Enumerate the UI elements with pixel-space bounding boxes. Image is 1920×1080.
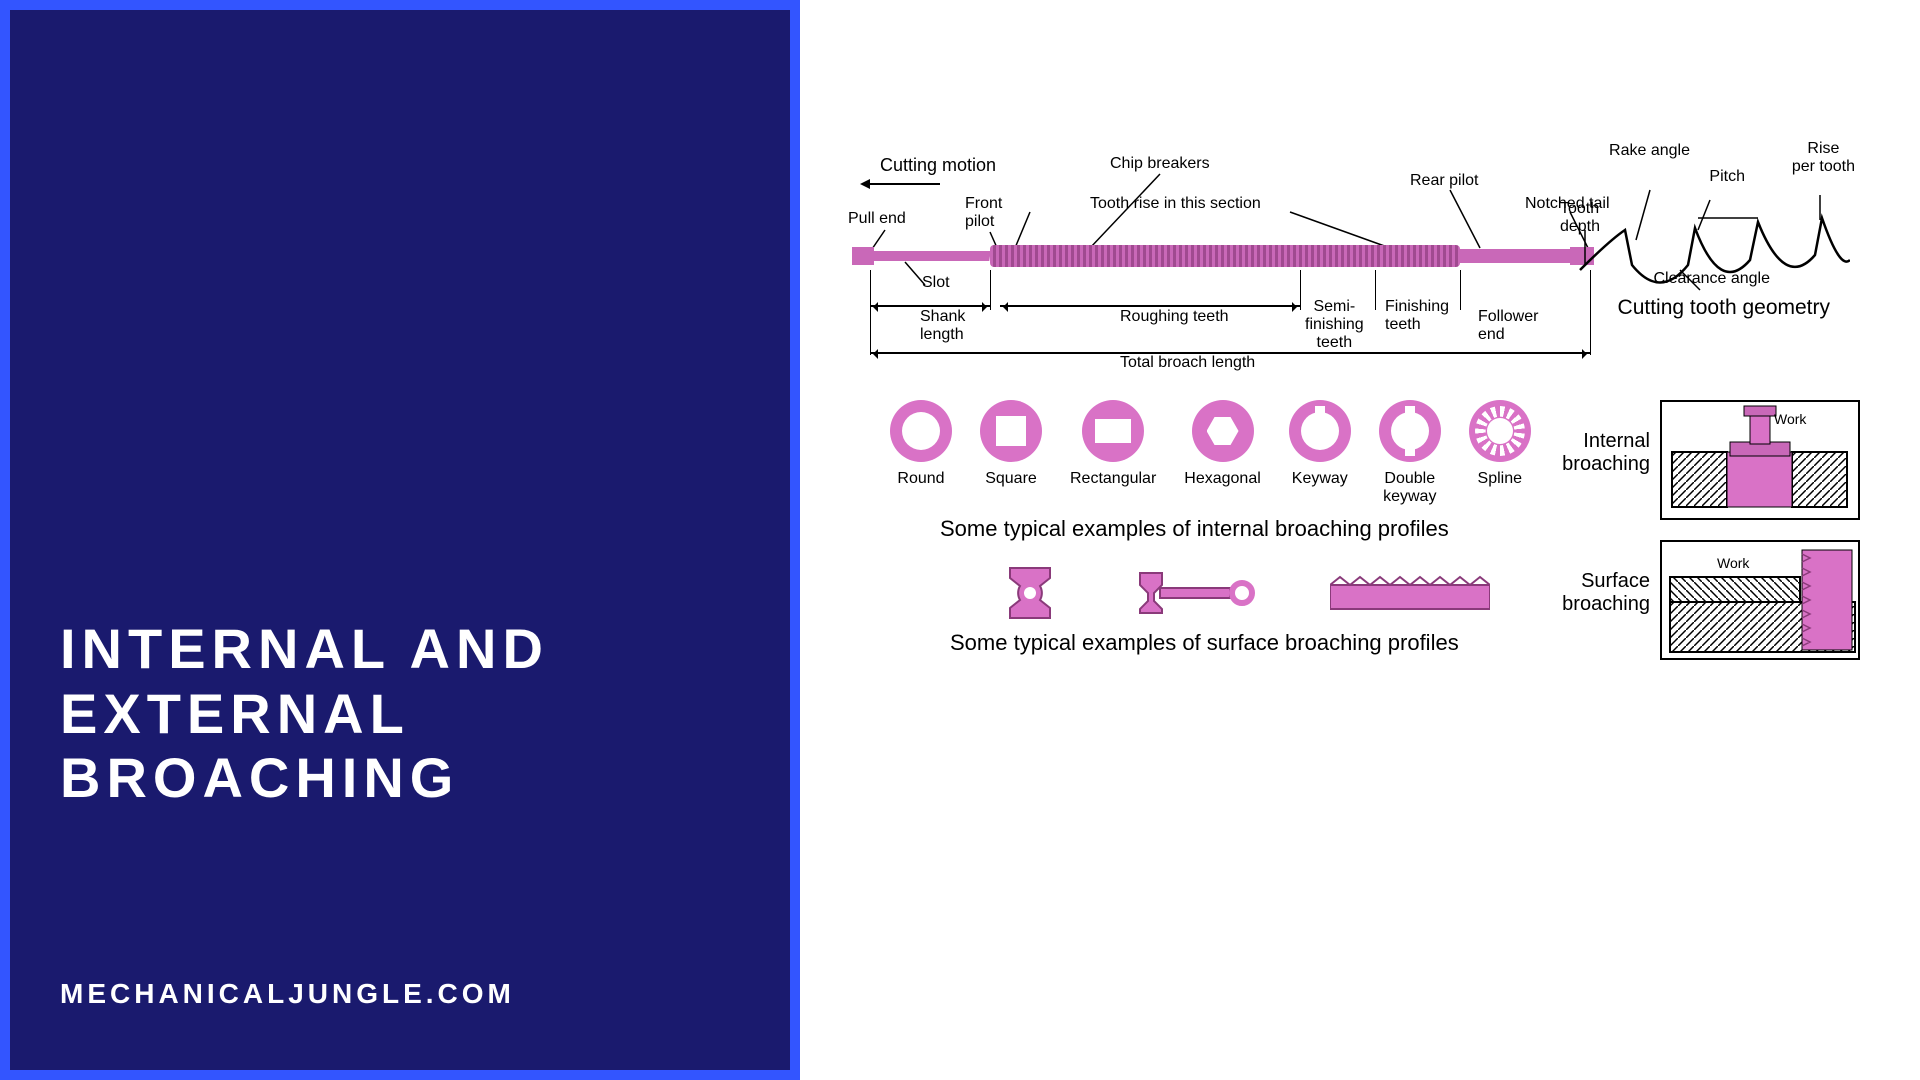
- shank-length-label: Shanklength: [920, 308, 965, 344]
- surface-box-label: Surfacebroaching: [1562, 570, 1650, 616]
- dkeyway-label: Doublekeyway: [1383, 470, 1436, 506]
- work-label-2: Work: [1717, 555, 1750, 571]
- follower-label: Followerend: [1478, 308, 1538, 344]
- clearance-label: Clearance angle: [1653, 270, 1770, 288]
- surface-broach-box: Work: [1660, 540, 1860, 660]
- internal-broach-box: Work: [1660, 400, 1860, 520]
- surface-box-svg: Work: [1662, 542, 1858, 658]
- page-container: INTERNAL AND EXTERNAL BROACHING MECHANIC…: [0, 0, 1920, 1080]
- title-line-2: EXTERNAL BROACHING: [60, 682, 459, 809]
- profile-keyway: Keyway: [1289, 400, 1351, 506]
- profile-hexagonal: Hexagonal: [1184, 400, 1261, 506]
- tooth-caption: Cutting tooth geometry: [1618, 296, 1830, 320]
- surf-shape-2: [1130, 568, 1260, 618]
- shank-shape: [869, 251, 990, 261]
- slot-label: Slot: [922, 274, 950, 292]
- left-panel: INTERNAL AND EXTERNAL BROACHING MECHANIC…: [0, 0, 800, 1080]
- rise-label: Riseper tooth: [1792, 140, 1855, 176]
- tick4: [1375, 270, 1376, 310]
- internal-box-label: Internalbroaching: [1562, 430, 1650, 476]
- rect-label: Rectangular: [1070, 470, 1156, 488]
- roughing-label: Roughing teeth: [1120, 308, 1229, 326]
- tick5: [1460, 270, 1461, 310]
- surface-profiles: [1000, 560, 1490, 626]
- rake-label: Rake angle: [1609, 142, 1690, 160]
- page-title: INTERNAL AND EXTERNAL BROACHING: [60, 617, 740, 810]
- profile-double-keyway: Doublekeyway: [1379, 400, 1441, 506]
- profile-row: Round Square Rectangular Hexagonal Keywa…: [890, 400, 1531, 506]
- teeth-shape: [990, 245, 1460, 267]
- keyway-label: Keyway: [1292, 470, 1348, 488]
- broach-diagram: Cutting motion Pull end Frontpilot Chip …: [830, 140, 1890, 1050]
- square-label: Square: [985, 470, 1037, 488]
- site-url: MECHANICALJUNGLE.COM: [60, 978, 740, 1010]
- work-label-1: Work: [1774, 411, 1807, 427]
- internal-caption: Some typical examples of internal broach…: [940, 516, 1449, 542]
- surf-shape-1: [1000, 560, 1060, 626]
- finishing-label: Finishingteeth: [1385, 298, 1449, 334]
- pitch-label: Pitch: [1709, 168, 1745, 186]
- depth-label: Toothdepth: [1560, 200, 1600, 236]
- surface-caption: Some typical examples of surface broachi…: [950, 630, 1459, 656]
- hex-label: Hexagonal: [1184, 470, 1261, 488]
- diagram-panel: Cutting motion Pull end Frontpilot Chip …: [800, 0, 1920, 1080]
- internal-box-svg: Work: [1662, 402, 1858, 518]
- surf-shape-3: [1330, 573, 1490, 613]
- profile-rectangular: Rectangular: [1070, 400, 1156, 506]
- total-dim: [870, 352, 1590, 354]
- total-length-label: Total broach length: [1120, 354, 1255, 372]
- spline-label: Spline: [1478, 470, 1522, 488]
- profile-spline: Spline: [1469, 400, 1531, 506]
- profile-square: Square: [980, 400, 1042, 506]
- tick3: [1300, 270, 1301, 310]
- tick1: [870, 270, 871, 355]
- profile-round: Round: [890, 400, 952, 506]
- broach-tool: [870, 245, 1590, 267]
- semi-label: Semi-finishingteeth: [1305, 298, 1364, 352]
- rear-shape: [1460, 249, 1570, 263]
- shank-dim: [870, 305, 990, 307]
- tick2: [990, 270, 991, 310]
- roughing-dim: [1000, 305, 1300, 307]
- title-line-1: INTERNAL AND: [60, 617, 549, 680]
- round-label: Round: [897, 470, 944, 488]
